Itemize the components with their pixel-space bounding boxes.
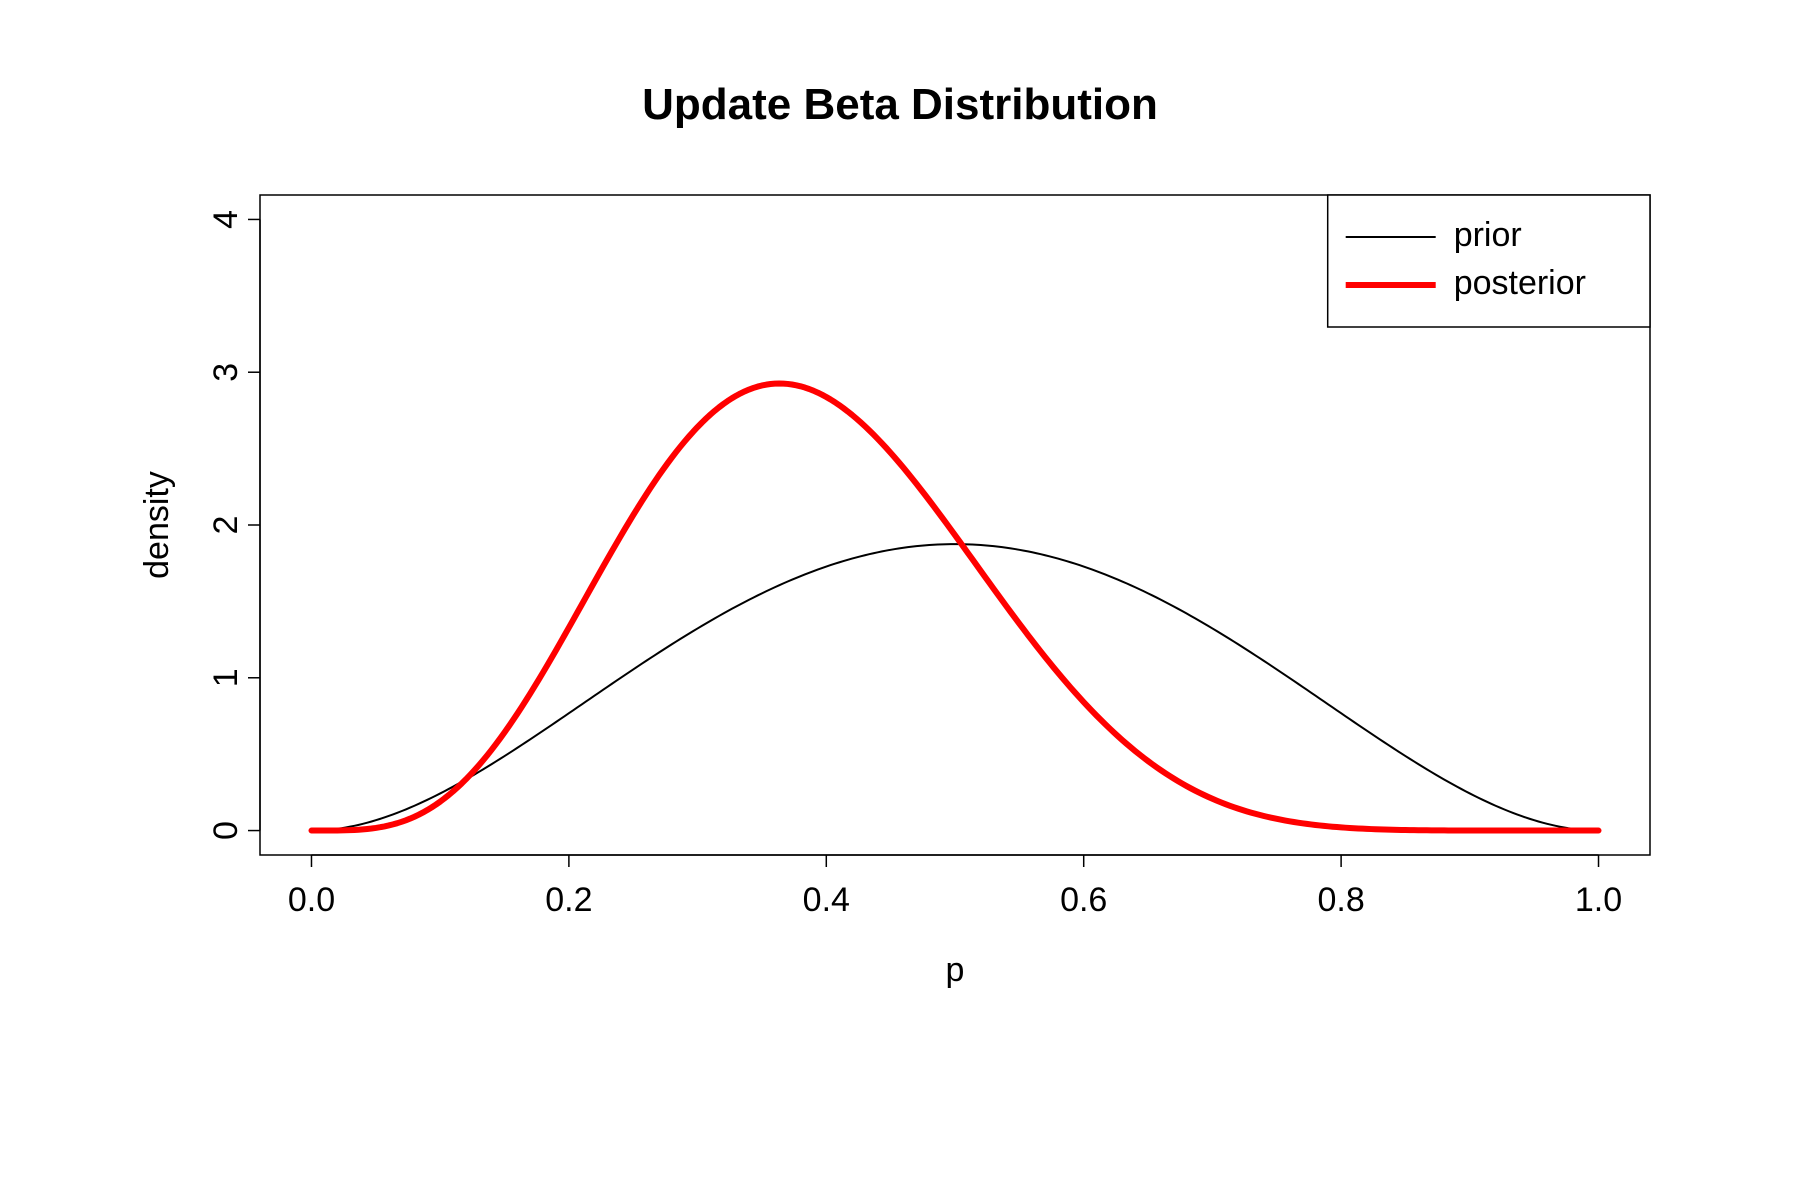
y-axis-label: density — [138, 471, 176, 579]
x-axis-label: p — [946, 951, 965, 989]
x-tick-label: 0.2 — [545, 881, 592, 919]
legend-label-prior: prior — [1454, 216, 1522, 254]
y-tick-label: 3 — [207, 363, 245, 382]
chart-container: Update Beta Distribution 0.00.20.40.60.8… — [0, 0, 1800, 1200]
y-tick-label: 2 — [207, 516, 245, 535]
x-tick-label: 1.0 — [1575, 881, 1622, 919]
legend-label-posterior: posterior — [1454, 264, 1586, 302]
series-posterior — [311, 384, 1598, 831]
y-tick-label: 1 — [207, 668, 245, 687]
x-tick-label: 0.6 — [1060, 881, 1107, 919]
y-tick-label: 0 — [207, 821, 245, 840]
series-prior — [311, 544, 1598, 830]
legend-box — [1328, 195, 1650, 327]
y-tick-label: 4 — [207, 210, 245, 229]
x-tick-label: 0.0 — [288, 881, 335, 919]
x-tick-label: 0.8 — [1317, 881, 1364, 919]
x-tick-label: 0.4 — [803, 881, 850, 919]
chart-svg: 0.0 0.2 0.4 0.6 0.8 1.0 0 1 2 3 4 p density prior post… — [0, 0, 1800, 1200]
